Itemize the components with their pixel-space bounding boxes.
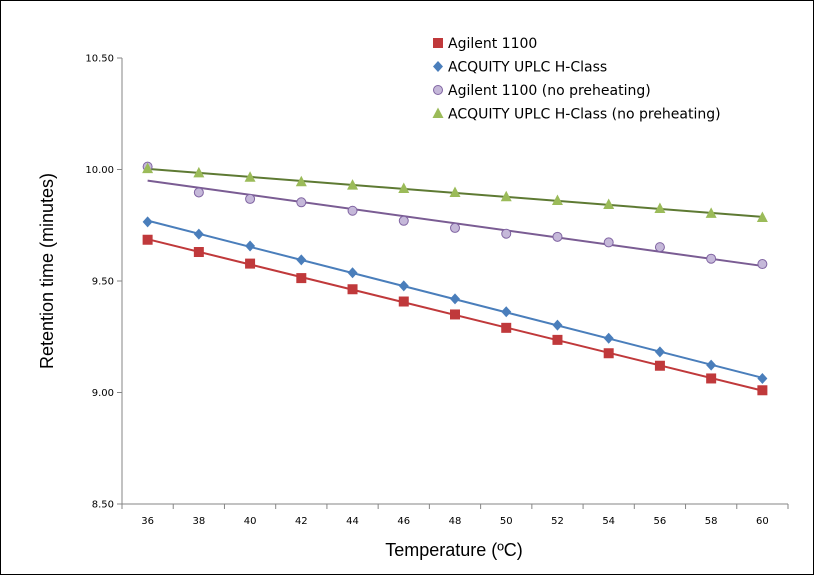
legend-marker: [433, 38, 443, 48]
data-point: [193, 247, 204, 258]
data-point: [244, 171, 256, 182]
data-point: [654, 346, 665, 358]
y-tick-label: 10.00: [85, 165, 114, 176]
data-point: [706, 253, 717, 264]
data-point: [398, 182, 410, 193]
data-point: [245, 240, 256, 252]
x-tick-label: 54: [602, 516, 615, 527]
data-point: [654, 202, 666, 214]
data-point: [706, 359, 717, 371]
data-point: [603, 332, 614, 344]
data-point: [552, 334, 563, 345]
data-point: [347, 284, 358, 295]
data-point: [295, 175, 307, 187]
data-point: [705, 207, 717, 218]
data-point: [398, 296, 409, 307]
data-point: [398, 280, 409, 292]
data-point: [347, 267, 358, 279]
data-point: [501, 306, 512, 318]
x-tick-label: 52: [551, 516, 564, 527]
data-point: [654, 242, 665, 253]
x-tick-label: 50: [500, 516, 513, 527]
data-point: [347, 205, 358, 216]
trendlines: [147, 167, 763, 392]
legend-marker: [433, 61, 443, 72]
data-point: [757, 385, 768, 396]
legend-marker: [432, 107, 444, 118]
legend-marker: [433, 85, 443, 95]
axes: [117, 57, 789, 509]
y-axis-title: Retention time (minutes): [37, 173, 57, 369]
data-point: [296, 273, 307, 284]
data-point: [347, 179, 359, 190]
legend: Agilent 1100 ACQUITY UPLC H-Class Agilent …: [432, 36, 721, 123]
x-tick-label: 46: [397, 516, 410, 527]
data-point: [756, 211, 768, 222]
data-point: [551, 194, 563, 205]
x-tick-label: 36: [141, 516, 154, 527]
y-tick-label: 9.50: [92, 277, 114, 288]
data-point: [142, 216, 153, 228]
legend-label: Agilent 1100: [448, 36, 537, 52]
x-tick-label: 58: [705, 516, 718, 527]
data-point: [398, 215, 409, 226]
data-point: [501, 228, 512, 239]
y-tick-label: 10.50: [85, 54, 114, 65]
data-point: [296, 197, 307, 208]
data-point: [142, 162, 154, 174]
y-tick-label: 9.00: [92, 388, 114, 399]
data-point: [603, 237, 614, 248]
data-point: [706, 373, 717, 384]
data-point: [450, 293, 460, 305]
data-point: [757, 372, 768, 384]
data-point: [757, 259, 768, 270]
data-point: [450, 309, 460, 320]
axis-labels: Temperature (ºC) Retention time (minutes…: [37, 54, 769, 561]
x-tick-label: 60: [756, 516, 769, 527]
x-tick-label: 56: [654, 516, 667, 527]
data-point: [500, 190, 512, 202]
data-point: [193, 166, 205, 178]
data-point: [654, 360, 665, 371]
data-point: [552, 319, 563, 331]
x-tick-label: 48: [449, 516, 462, 527]
x-tick-label: 44: [346, 516, 359, 527]
data-point: [603, 348, 614, 359]
data-point: [603, 198, 615, 210]
x-tick-label: 40: [244, 516, 257, 527]
data-point: [193, 187, 204, 198]
x-tick-label: 38: [192, 516, 205, 527]
data-markers: [142, 161, 768, 396]
data-point: [501, 322, 512, 333]
x-tick-label: 42: [295, 516, 308, 527]
data-point: [296, 254, 307, 266]
x-axis-title: Temperature (ºC): [385, 540, 523, 560]
legend-label: Agilent 1100 (no preheating): [448, 83, 651, 99]
data-point: [245, 258, 256, 269]
data-point: [142, 234, 153, 245]
legend-label: ACQUITY UPLC H-Class: [448, 60, 607, 76]
data-point: [193, 228, 204, 240]
data-point: [552, 231, 563, 242]
data-point: [245, 193, 256, 204]
data-point: [449, 186, 461, 197]
legend-label: ACQUITY UPLC H-Class (no preheating): [448, 107, 721, 123]
data-point: [450, 222, 460, 233]
y-tick-label: 8.50: [92, 500, 114, 511]
